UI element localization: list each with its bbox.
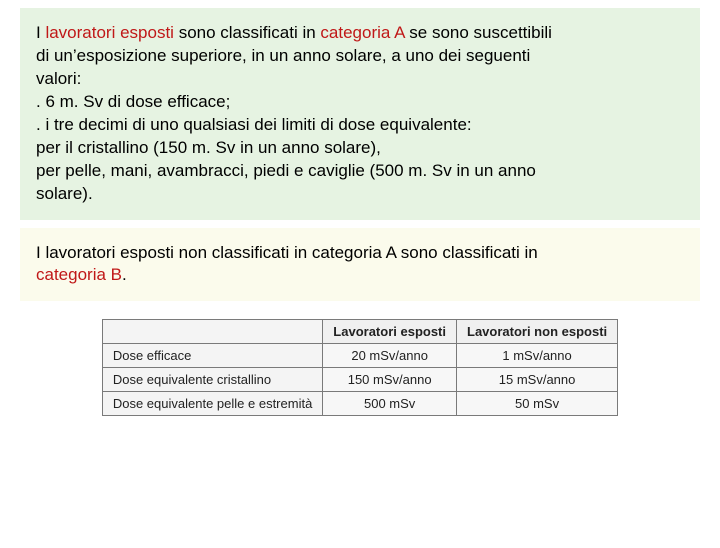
cell-non-esposti: 50 mSv <box>457 392 618 416</box>
highlight-categoria-a: categoria A <box>320 23 404 42</box>
table-row: Dose efficace 20 mSv/anno 1 mSv/anno <box>102 344 617 368</box>
line-7: per pelle, mani, avambracci, piedi e cav… <box>36 160 684 183</box>
category-b-block: I lavoratori esposti non classificati in… <box>20 228 700 302</box>
table-header-row: Lavoratori esposti Lavoratori non espost… <box>102 320 617 344</box>
header-non-esposti: Lavoratori non esposti <box>457 320 618 344</box>
header-esposti-label: Lavoratori esposti <box>333 324 446 339</box>
text-post-b: . <box>122 265 127 284</box>
cell-esposti: 500 mSv <box>323 392 457 416</box>
line-2: di un’esposizione superiore, in un anno … <box>36 45 684 68</box>
header-non-esposti-label: Lavoratori non esposti <box>467 324 607 339</box>
row-label: Dose efficace <box>102 344 322 368</box>
text-mid: sono classificati in <box>174 23 320 42</box>
line-1: I lavoratori esposti sono classificati i… <box>36 22 684 45</box>
table-row: Dose equivalente pelle e estremità 500 m… <box>102 392 617 416</box>
table-row: Dose equivalente cristallino 150 mSv/ann… <box>102 368 617 392</box>
cell-non-esposti: 1 mSv/anno <box>457 344 618 368</box>
cell-esposti: 20 mSv/anno <box>323 344 457 368</box>
line-8: solare). <box>36 183 684 206</box>
line-b2: categoria B. <box>36 264 684 287</box>
dose-table-wrapper: Lavoratori esposti Lavoratori non espost… <box>0 319 720 416</box>
text-post: se sono suscettibili <box>405 23 552 42</box>
row-label: Dose equivalente cristallino <box>102 368 322 392</box>
row-label: Dose equivalente pelle e estremità <box>102 392 322 416</box>
line-6: per il cristallino (150 m. Sv in un anno… <box>36 137 684 160</box>
line-5: . i tre decimi di uno qualsiasi dei limi… <box>36 114 684 137</box>
highlight-categoria-b: categoria B <box>36 265 122 284</box>
cell-non-esposti: 15 mSv/anno <box>457 368 618 392</box>
header-esposti: Lavoratori esposti <box>323 320 457 344</box>
cell-esposti: 150 mSv/anno <box>323 368 457 392</box>
category-a-block: I lavoratori esposti sono classificati i… <box>20 8 700 220</box>
line-4: . 6 m. Sv di dose efficace; <box>36 91 684 114</box>
line-3: valori: <box>36 68 684 91</box>
highlight-lavoratori-esposti: lavoratori esposti <box>45 23 174 42</box>
line-b1: I lavoratori esposti non classificati in… <box>36 242 684 265</box>
header-empty <box>102 320 322 344</box>
dose-limits-table: Lavoratori esposti Lavoratori non espost… <box>102 319 618 416</box>
